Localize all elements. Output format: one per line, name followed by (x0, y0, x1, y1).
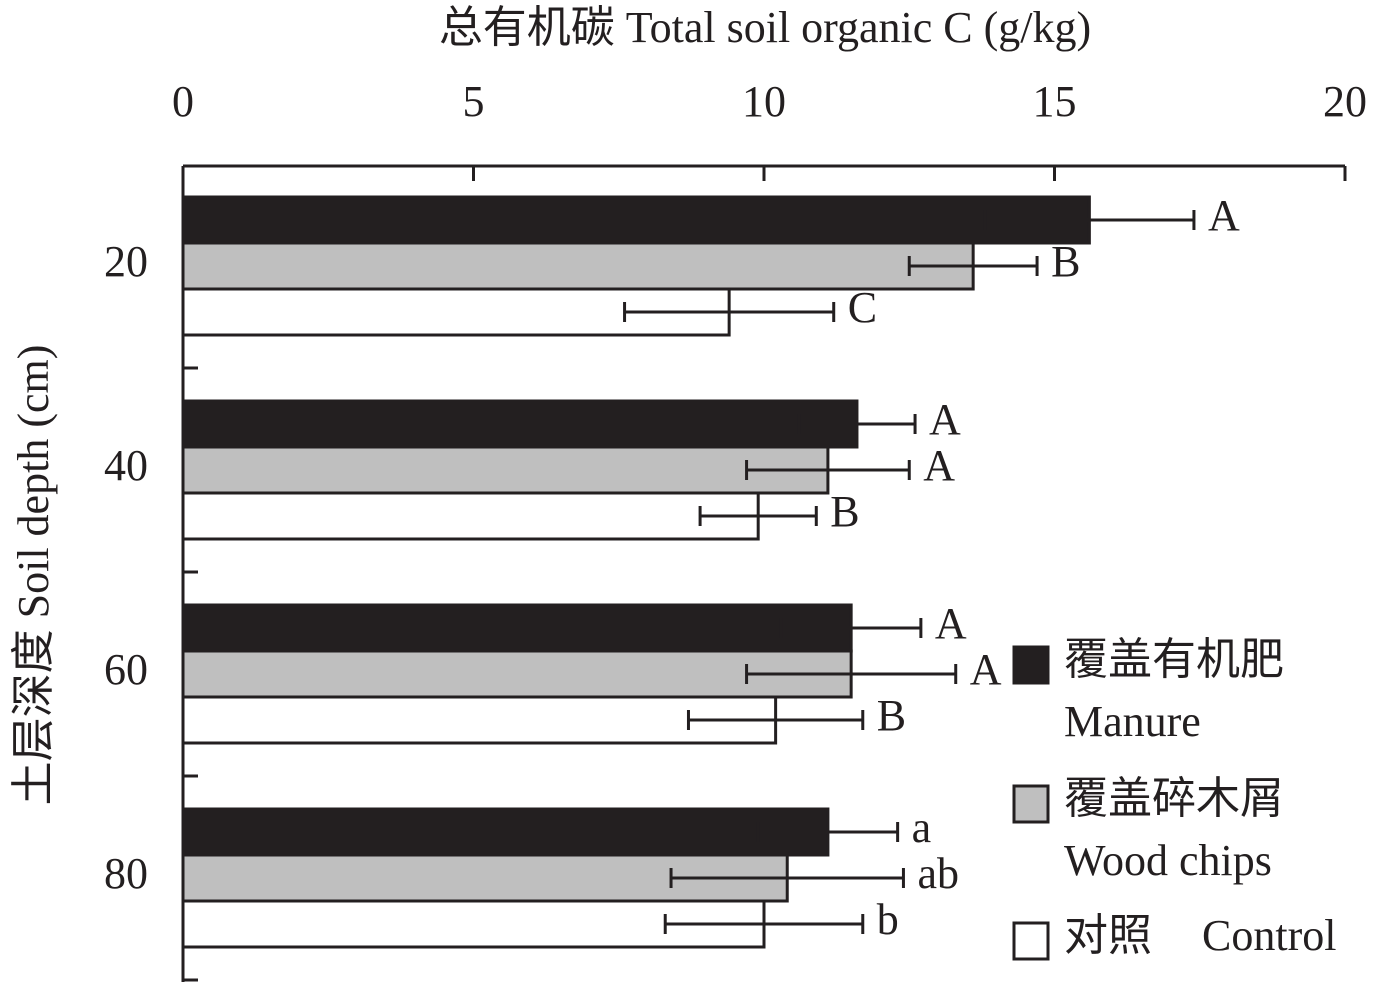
y-axis-title: 土层深度 Soil depth (cm) (9, 345, 58, 806)
legend-label-en: Manure (1064, 697, 1201, 746)
significance-letter: b (877, 895, 899, 944)
significance-letter: A (935, 599, 967, 648)
significance-letter: C (848, 283, 877, 332)
bar (181, 695, 778, 745)
legend-swatch (1012, 784, 1050, 824)
y-tick-label: 80 (104, 849, 148, 898)
legend-label: 覆盖有机肥 (1064, 635, 1284, 684)
bar (181, 195, 1091, 245)
x-tick-label: 0 (172, 77, 194, 126)
bar (181, 241, 975, 291)
x-tick-label: 15 (1033, 77, 1077, 126)
y-tick-label: 20 (104, 237, 148, 286)
x-tick-label: 10 (742, 77, 786, 126)
significance-letter: B (830, 487, 859, 536)
bar (181, 445, 830, 495)
significance-letter: A (923, 441, 955, 490)
significance-letter: A (1208, 191, 1240, 240)
significance-letter: a (912, 803, 932, 852)
legend-swatch (1012, 921, 1050, 961)
legend-swatch (1012, 645, 1050, 685)
y-tick-label: 60 (104, 645, 148, 694)
significance-letter: B (1051, 237, 1080, 286)
legend-label: 对照 (1064, 911, 1152, 960)
bar (181, 491, 760, 541)
bar (181, 603, 853, 653)
bar (181, 399, 859, 449)
legend-label: 覆盖碎木屑 (1064, 774, 1284, 823)
x-tick-label: 5 (463, 77, 485, 126)
legend-label-en: Control (1202, 911, 1336, 960)
significance-letter: A (970, 645, 1002, 694)
significance-letter: A (929, 395, 961, 444)
legend-label-en: Wood chips (1064, 836, 1272, 885)
x-tick-label: 20 (1323, 77, 1367, 126)
y-tick-label: 40 (104, 441, 148, 490)
significance-letter: ab (917, 849, 959, 898)
x-axis-title: 总有机碳 Total soil organic C (g/kg) (439, 3, 1091, 52)
bar (181, 807, 830, 857)
significance-letter: B (877, 691, 906, 740)
